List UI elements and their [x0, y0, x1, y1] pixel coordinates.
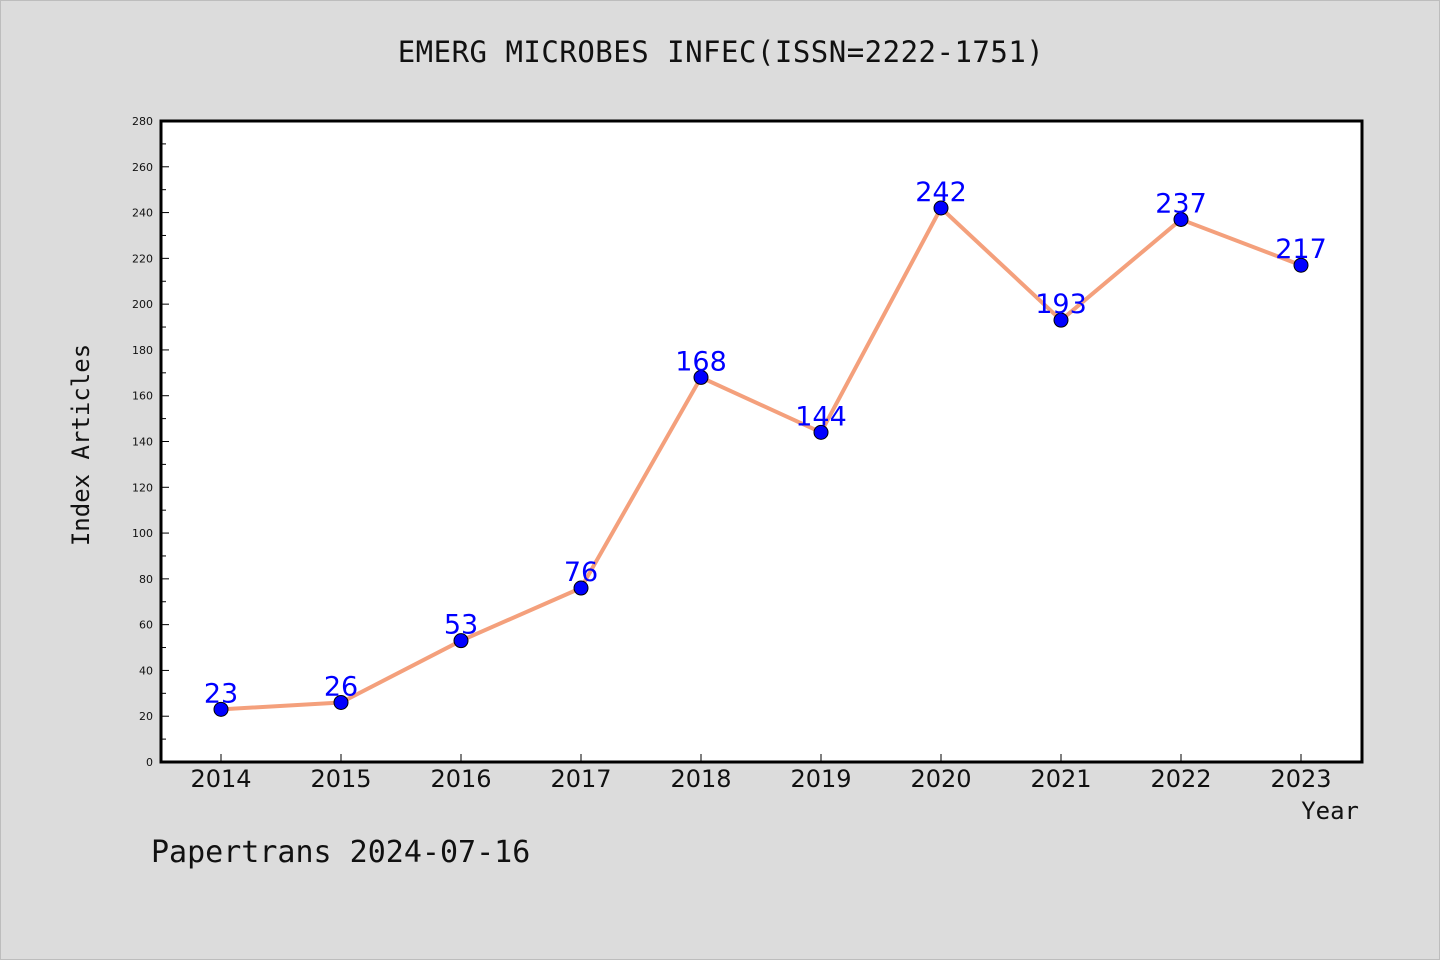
y-tick-label: 160 [132, 390, 153, 403]
data-point [213, 701, 229, 717]
x-tick-label: 2021 [1030, 765, 1091, 793]
x-tick-label: 2014 [190, 765, 251, 793]
y-tick-label: 200 [132, 298, 153, 311]
x-tick-label: 2023 [1270, 765, 1331, 793]
y-tick-label: 260 [132, 161, 153, 174]
y-tick-label: 220 [132, 252, 153, 265]
data-label: 217 [1275, 234, 1327, 265]
data-point [573, 580, 589, 596]
y-tick-label: 240 [132, 207, 153, 220]
x-tick-label: 2019 [790, 765, 851, 793]
data-point [933, 200, 949, 216]
y-tick-label: 140 [132, 436, 153, 449]
y-tick-label: 180 [132, 344, 153, 357]
x-tick-label: 2016 [430, 765, 491, 793]
y-tick-label: 20 [139, 710, 153, 723]
data-point [453, 633, 469, 649]
x-tick-label: 2018 [670, 765, 731, 793]
data-label: 26 [324, 671, 358, 702]
data-point [1173, 211, 1189, 227]
data-label: 144 [795, 401, 847, 432]
y-tick-label: 120 [132, 481, 153, 494]
chart-title: EMERG MICROBES INFEC(ISSN=2222-1751) [397, 35, 1045, 69]
plot-area [159, 119, 1364, 764]
y-tick-label: 80 [139, 573, 153, 586]
data-label: 193 [1035, 289, 1087, 320]
data-label: 237 [1155, 188, 1207, 219]
series-line [220, 205, 1302, 712]
footer-credit: Papertrans 2024-07-16 [151, 835, 531, 870]
data-point [1053, 312, 1069, 328]
data-label: 23 [204, 678, 238, 709]
data-point [693, 369, 709, 385]
x-tick-label: 2015 [310, 765, 371, 793]
x-axis-label: Year [1301, 797, 1359, 825]
data-label: 76 [564, 557, 598, 588]
data-label: 53 [444, 610, 478, 641]
data-label: 242 [915, 177, 967, 208]
data-point [333, 694, 349, 710]
x-tick-label: 2022 [1150, 765, 1211, 793]
y-tick-label: 0 [146, 756, 153, 769]
y-tick-label: 40 [139, 664, 153, 677]
data-point [1293, 257, 1309, 273]
x-tick-label: 2017 [550, 765, 611, 793]
data-point [813, 424, 829, 440]
y-tick-label: 280 [132, 115, 153, 128]
x-tick-label: 2020 [910, 765, 971, 793]
y-tick-label: 100 [132, 527, 153, 540]
y-tick-label: 60 [139, 619, 153, 632]
data-label: 168 [675, 346, 727, 377]
